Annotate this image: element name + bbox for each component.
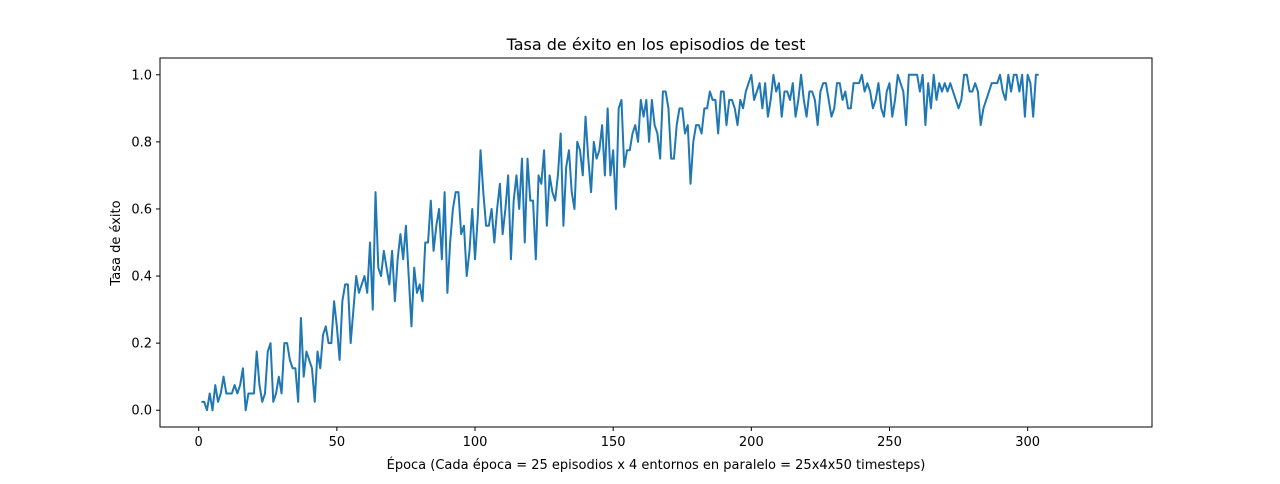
y-tick-label: 0.4 [131,270,152,285]
y-tick-label: 0.8 [131,135,152,150]
series-line-0 [201,73,1039,412]
x-tick-label: 250 [877,435,902,450]
y-axis-label: Tasa de éxito [109,200,124,286]
y-tick-label: 0.2 [131,337,152,352]
y-tick-label: 0.0 [131,404,152,419]
x-axis-label: Época (Cada época = 25 episodios x 4 ent… [387,457,926,473]
x-tick-label: 200 [739,435,764,450]
x-tick-label: 150 [601,435,626,450]
x-tick-label: 0 [195,435,203,450]
y-tick-label: 1.0 [131,68,152,83]
x-tick-label: 100 [463,435,488,450]
x-tick-label: 300 [1015,435,1040,450]
axes-frame [159,57,1153,428]
plot-area: 0 50 100 150 200 250 300 0.0 0.2 0.4 0.6 0.8 1.0 [131,57,1153,450]
chart-title: Tasa de éxito en los episodios de test [506,35,806,54]
y-tick-label: 0.6 [131,202,152,217]
x-tick-label: 50 [329,435,346,450]
